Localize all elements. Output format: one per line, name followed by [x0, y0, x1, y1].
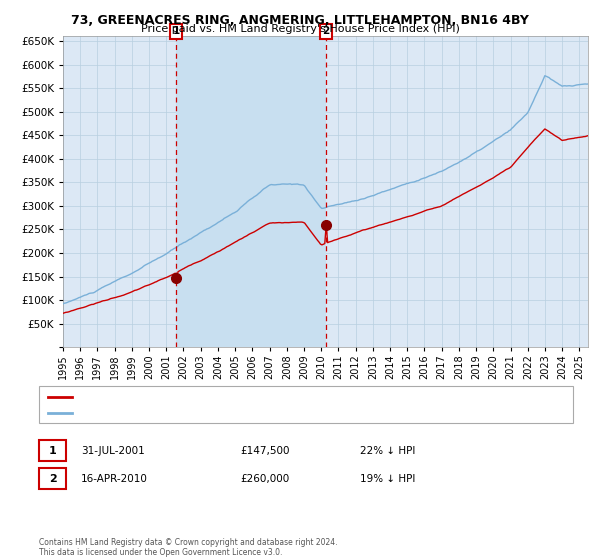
Text: 16-APR-2010: 16-APR-2010 — [81, 474, 148, 484]
Text: £147,500: £147,500 — [240, 446, 290, 456]
Text: HPI: Average price, detached house, Arun: HPI: Average price, detached house, Arun — [78, 408, 277, 417]
Text: 2: 2 — [323, 26, 330, 36]
Text: 73, GREENACRES RING, ANGMERING, LITTLEHAMPTON, BN16 4BY: 73, GREENACRES RING, ANGMERING, LITTLEHA… — [71, 14, 529, 27]
Text: 1: 1 — [173, 26, 180, 36]
Text: Price paid vs. HM Land Registry's House Price Index (HPI): Price paid vs. HM Land Registry's House … — [140, 24, 460, 34]
Text: 1: 1 — [49, 446, 56, 456]
Bar — [176, 36, 326, 347]
Text: 31-JUL-2001: 31-JUL-2001 — [81, 446, 145, 456]
Text: 19% ↓ HPI: 19% ↓ HPI — [360, 474, 415, 484]
Text: 2: 2 — [49, 474, 56, 484]
Text: 22% ↓ HPI: 22% ↓ HPI — [360, 446, 415, 456]
Text: £260,000: £260,000 — [240, 474, 289, 484]
Text: Contains HM Land Registry data © Crown copyright and database right 2024.
This d: Contains HM Land Registry data © Crown c… — [39, 538, 337, 557]
Text: 73, GREENACRES RING, ANGMERING, LITTLEHAMPTON, BN16 4BY (detached house): 73, GREENACRES RING, ANGMERING, LITTLEHA… — [78, 392, 474, 401]
